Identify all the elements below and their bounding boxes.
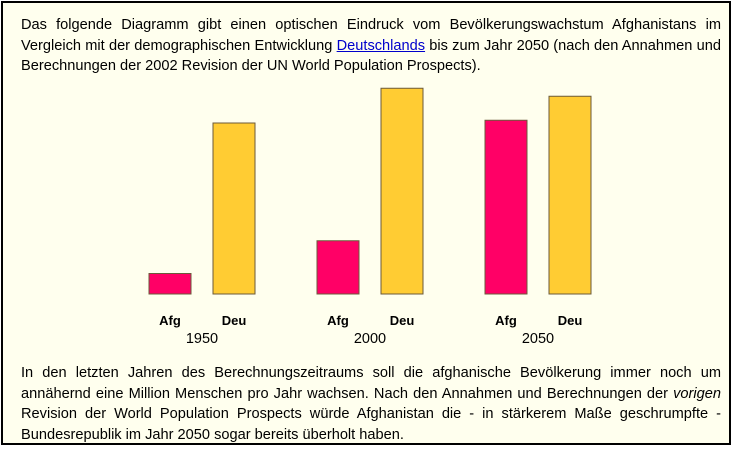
- outro-emphasis: vorigen: [673, 385, 721, 402]
- deutschlands-link[interactable]: Deutschlands: [336, 37, 426, 54]
- bar-label-deu-1950: Deu: [222, 313, 247, 328]
- bar-deu-1950: [212, 122, 256, 295]
- bar-label-deu-2050: Deu: [558, 313, 583, 328]
- bar-afg-1950: [148, 273, 192, 295]
- bar-label-afg-2000: Afg: [327, 313, 349, 328]
- content-panel: Das folgende Diagramm gibt einen optisch…: [1, 1, 731, 445]
- year-label-2000: 2000: [354, 331, 386, 347]
- bar-deu-2000: [380, 87, 424, 295]
- bar-afg-2000: [316, 240, 360, 295]
- intro-text-before: Das folgende Diagramm gibt einen optisch…: [21, 17, 721, 54]
- bar-label-deu-2000: Deu: [390, 313, 415, 328]
- year-label-2050: 2050: [522, 331, 554, 347]
- outro-text-after: Revision der World Population Prospects …: [21, 406, 721, 443]
- bar-label-afg-2050: Afg: [495, 313, 517, 328]
- bar-afg-2050: [484, 119, 528, 295]
- outro-paragraph: In den letzten Jahren des Berechnungszei…: [21, 363, 721, 445]
- outro-text-before: In den letzten Jahren des Berechnungszei…: [21, 365, 721, 402]
- year-label-1950: 1950: [186, 331, 218, 347]
- intro-text-after: bis zum Jahr 2050 (nach den Annahmen und…: [21, 37, 721, 75]
- intro-paragraph: Das folgende Diagramm gibt einen optisch…: [21, 15, 721, 77]
- bar-label-afg-1950: Afg: [159, 313, 181, 328]
- bar-deu-2050: [548, 95, 592, 295]
